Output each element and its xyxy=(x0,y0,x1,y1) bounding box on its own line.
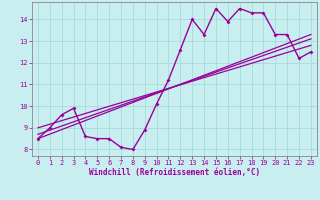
X-axis label: Windchill (Refroidissement éolien,°C): Windchill (Refroidissement éolien,°C) xyxy=(89,168,260,177)
